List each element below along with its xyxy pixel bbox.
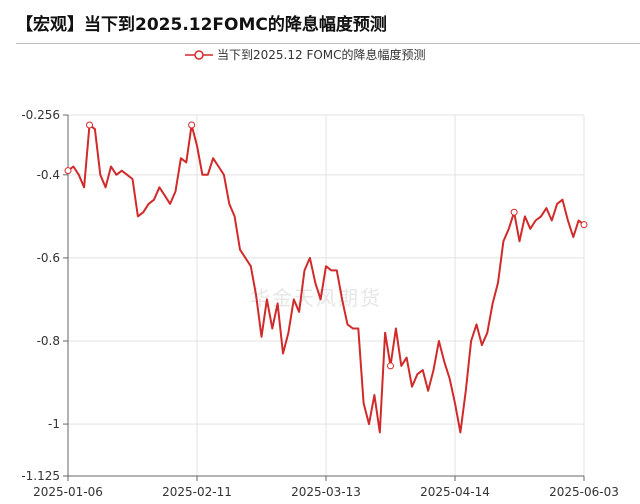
chart-title: 【宏观】当下到2025.12FOMC的降息幅度预测 — [16, 15, 387, 35]
x-tick-label: 2025-04-14 — [420, 485, 490, 499]
y-tick-label: -1.125 — [21, 469, 60, 483]
data-point-marker — [510, 208, 518, 216]
watermark-logo: 华金天风期货 — [250, 286, 382, 310]
y-tick-label: -0.4 — [37, 168, 60, 182]
y-tick-label: -1 — [48, 417, 60, 431]
data-point-marker — [64, 167, 72, 175]
data-point-marker — [580, 221, 588, 229]
x-tick-label: 2025-01-06 — [33, 485, 103, 499]
x-tick-label: 2025-03-13 — [291, 485, 361, 499]
x-tick-label: 2025-02-11 — [162, 485, 232, 499]
x-tick-label: 2025-06-03 — [549, 485, 619, 499]
series-line — [67, 124, 585, 434]
legend[interactable]: 当下到2025.12 FOMC的降息幅度预测 — [185, 46, 426, 63]
data-point-marker — [188, 121, 196, 129]
y-tick-label: -0.256 — [21, 108, 60, 122]
legend-line-marker-icon — [185, 49, 213, 60]
y-tick-label: -0.8 — [37, 334, 60, 348]
data-point-marker — [86, 121, 93, 129]
y-tick-label: -0.6 — [37, 251, 60, 265]
data-point-marker — [387, 362, 394, 370]
legend-label: 当下到2025.12 FOMC的降息幅度预测 — [217, 48, 426, 62]
title-divider — [16, 43, 640, 44]
